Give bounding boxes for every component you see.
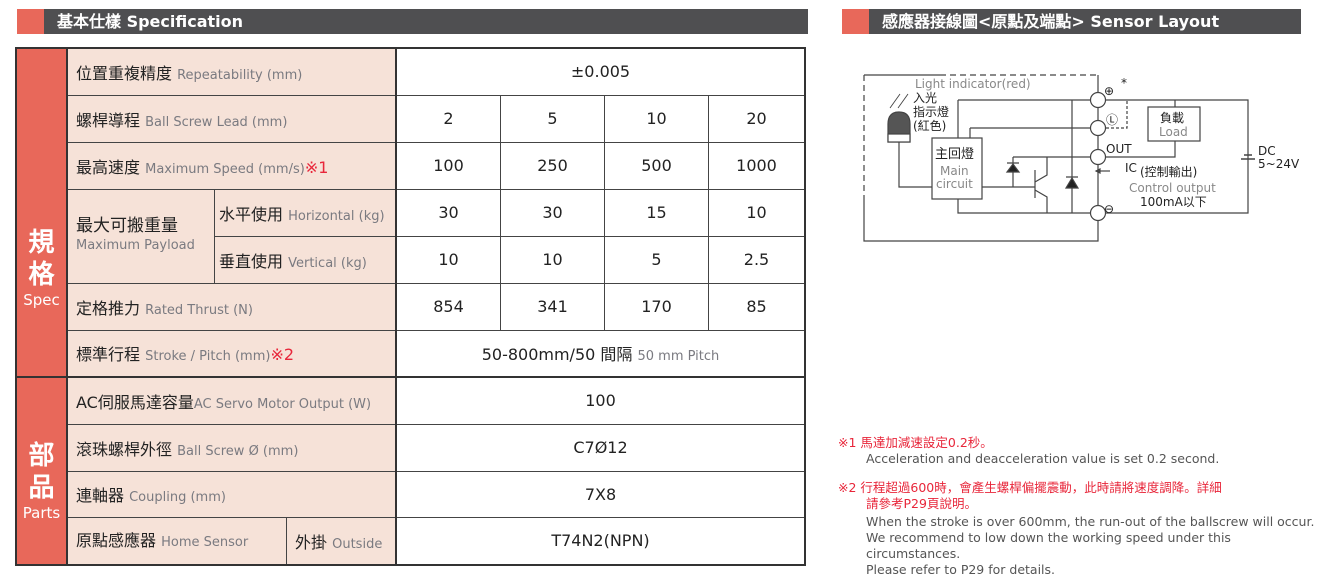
row-lead: 螺桿導程 Ball Screw Lead (mm) 2 5 10 20 [16, 94, 806, 143]
sensor-wiring-diagram: Light indicator(red) 入光 指示燈 (紅色) ⊕ * Ⓛ O… [863, 74, 1300, 242]
row-coupling: 連軸器 Coupling (mm) 7X8 [16, 470, 806, 518]
sensor-title: 感應器接線圖<原點及端點> Sensor Layout [882, 12, 1220, 31]
row-screw: 滾珠螺桿外徑 Ball Screw Ø (mm) C7Ø12 [16, 423, 806, 472]
svg-text:100mA以下: 100mA以下 [1140, 195, 1207, 209]
svg-text:Light indicator(red): Light indicator(red) [915, 77, 1031, 91]
svg-text:circuit: circuit [936, 177, 973, 191]
label: 位置重複精度 Repeatability (mm) [66, 47, 397, 96]
side-spec: 規格 Spec [15, 47, 68, 378]
svg-text:負載: 負載 [1160, 111, 1184, 125]
battery-icon [1241, 154, 1255, 160]
row-speed: 最高速度 Maximum Speed (mm/s)※1 100 250 500 100… [16, 141, 806, 190]
svg-text:Main: Main [940, 164, 969, 178]
svg-text:指示燈: 指示燈 [913, 104, 949, 119]
svg-text:⊖: ⊖ [1104, 202, 1114, 216]
svg-text:Control output: Control output [1129, 181, 1216, 195]
svg-text:IC: IC [1125, 161, 1137, 175]
svg-text:*: * [1121, 76, 1127, 90]
svg-text:(控制輸出): (控制輸出) [1140, 164, 1197, 179]
footnote-2: ※2 行程超過600時，會產生螺桿偏擺震動，此時請將速度調降。詳細 請參考P29頁… [838, 480, 1315, 577]
spec-header: 基本仕樣 Specification [17, 9, 808, 34]
svg-text:Load: Load [1159, 125, 1188, 139]
footnote-1: ※1 馬達加減速設定0.2秒。 Acceleration and deaccele… [838, 435, 1220, 466]
svg-text:(紅色): (紅色) [913, 119, 946, 133]
load-box [1147, 106, 1201, 142]
spec-title: 基本仕樣 Specification [57, 12, 244, 31]
svg-text:5~24V: 5~24V [1258, 157, 1300, 171]
side-parts: 部品 Parts [15, 376, 68, 566]
svg-text:入光: 入光 [913, 91, 937, 105]
sensor-header: 感應器接線圖<原點及端點> Sensor Layout [842, 9, 1301, 34]
svg-text:Ⓛ: Ⓛ [1106, 113, 1118, 127]
main-circuit-box [931, 137, 983, 200]
svg-text:⊕: ⊕ [1104, 84, 1114, 98]
row-sensor: 原點感應器 Home Sensor 外掛 Outside T74N2(NPN) [16, 516, 806, 565]
value: ±0.005 [395, 47, 806, 96]
svg-text:主回燈: 主回燈 [935, 147, 974, 162]
svg-text:DC: DC [1258, 144, 1276, 158]
row-thrust: 定格推力 Rated Thrust (N) 854 341 170 85 [16, 282, 806, 331]
row-motor: 部品 Parts AC伺服馬達容量AC Servo Motor Output (W… [15, 376, 806, 566]
svg-text:OUT: OUT [1106, 142, 1132, 156]
row-payload-v: 垂直使用 Vertical (kg) 10 10 5 2.5 [16, 235, 806, 284]
row-repeatability: 規格 Spec 位置重複精度 Repeatability (mm) ±0.005 [15, 47, 806, 378]
row-stroke: 標準行程 Stroke / Pitch (mm)※2 50-800mm/50 間… [16, 329, 806, 378]
row-payload-h: 最大可搬重量 Maximum Payload 水平使用 Horizontal (k… [16, 188, 806, 284]
spec-table: 規格 Spec 位置重複精度 Repeatability (mm) ±0.005 … [15, 47, 806, 566]
value: 2 [395, 94, 501, 143]
